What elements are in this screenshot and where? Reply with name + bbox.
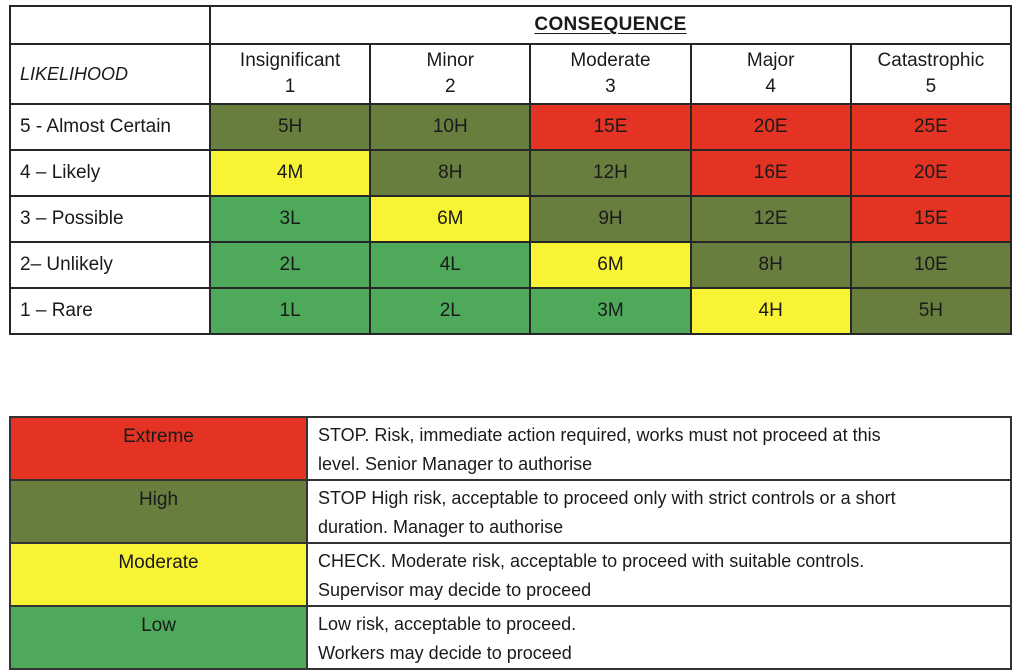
column-number: 2 bbox=[444, 76, 456, 97]
likelihood-row-almost-certain: 5 - Almost Certain 5H 10H 15E 20E 25E bbox=[9, 103, 1013, 151]
description-line: STOP High risk, acceptable to proceed on… bbox=[318, 488, 896, 508]
row-label: 3 – Possible bbox=[9, 195, 211, 243]
column-number: 4 bbox=[765, 76, 776, 97]
column-name: Minor bbox=[426, 50, 475, 71]
legend-row-low: Low Low risk, acceptable to proceed. Wor… bbox=[9, 605, 1012, 670]
legend-description-extreme: STOP. Risk, immediate action required, w… bbox=[306, 416, 1012, 481]
matrix-cell: 25E bbox=[849, 103, 1013, 151]
matrix-cell: 6M bbox=[369, 195, 532, 243]
matrix-cell: 10E bbox=[849, 241, 1013, 289]
corner-empty-cell bbox=[9, 5, 211, 45]
legend-row-moderate: Moderate CHECK. Moderate risk, acceptabl… bbox=[9, 542, 1012, 607]
description-line: STOP. Risk, immediate action required, w… bbox=[318, 425, 881, 445]
column-header-catastrophic: Catastrophic 5 bbox=[849, 43, 1013, 105]
column-number: 5 bbox=[925, 76, 937, 97]
matrix-cell: 15E bbox=[849, 195, 1013, 243]
legend-label-extreme: Extreme bbox=[9, 416, 308, 481]
column-header-minor: Minor 2 bbox=[369, 43, 532, 105]
row-label: 5 - Almost Certain bbox=[9, 103, 211, 151]
likelihood-row-rare: 1 – Rare 1L 2L 3M 4H 5H bbox=[9, 287, 1013, 335]
legend-label-low: Low bbox=[9, 605, 308, 670]
matrix-cell: 8H bbox=[689, 241, 852, 289]
matrix-cell: 5H bbox=[849, 287, 1013, 335]
legend-label-moderate: Moderate bbox=[9, 542, 308, 607]
matrix-cell: 16E bbox=[689, 149, 852, 197]
matrix-cell: 1L bbox=[208, 287, 372, 335]
matrix-cell: 8H bbox=[369, 149, 532, 197]
description-line: Low risk, acceptable to proceed. bbox=[318, 614, 577, 634]
matrix-cell: 4M bbox=[208, 149, 372, 197]
description-line: level. Senior Manager to authorise bbox=[318, 454, 593, 474]
matrix-cell: 12H bbox=[529, 149, 692, 197]
likelihood-header: LIKELIHOOD bbox=[9, 43, 211, 105]
column-header-insignificant: Insignificant 1 bbox=[208, 43, 372, 105]
description-line: Supervisor may decide to proceed bbox=[318, 580, 592, 600]
likelihood-row-unlikely: 2– Unlikely 2L 4L 6M 8H 10E bbox=[9, 241, 1013, 289]
consequence-levels-row: LIKELIHOOD Insignificant 1 Minor 2 Moder… bbox=[9, 43, 1013, 105]
description-line: CHECK. Moderate risk, acceptable to proc… bbox=[318, 551, 865, 571]
risk-level-legend-table: Extreme STOP. Risk, immediate action req… bbox=[9, 416, 1012, 670]
column-header-moderate: Moderate 3 bbox=[529, 43, 692, 105]
matrix-cell: 4L bbox=[369, 241, 532, 289]
column-header-major: Major 4 bbox=[689, 43, 852, 105]
column-number: 1 bbox=[284, 76, 296, 97]
legend-row-high: High STOP High risk, acceptable to proce… bbox=[9, 479, 1012, 544]
matrix-cell: 2L bbox=[369, 287, 532, 335]
matrix-cell: 6M bbox=[529, 241, 692, 289]
legend-description-low: Low risk, acceptable to proceed. Workers… bbox=[306, 605, 1012, 670]
matrix-cell: 10H bbox=[369, 103, 532, 151]
legend-description-high: STOP High risk, acceptable to proceed on… bbox=[306, 479, 1012, 544]
likelihood-row-likely: 4 – Likely 4M 8H 12H 16E 20E bbox=[9, 149, 1013, 197]
matrix-cell: 4H bbox=[689, 287, 852, 335]
likelihood-row-possible: 3 – Possible 3L 6M 9H 12E 15E bbox=[9, 195, 1013, 243]
matrix-cell: 3L bbox=[208, 195, 372, 243]
legend-row-extreme: Extreme STOP. Risk, immediate action req… bbox=[9, 416, 1012, 481]
legend-label-high: High bbox=[9, 479, 308, 544]
description-line: duration. Manager to authorise bbox=[318, 517, 564, 537]
matrix-cell: 5H bbox=[208, 103, 372, 151]
risk-matrix-table: CONSEQUENCE LIKELIHOOD Insignificant 1 M… bbox=[9, 5, 1013, 335]
column-name: Major bbox=[746, 50, 795, 71]
description-line: Workers may decide to proceed bbox=[318, 643, 572, 663]
column-name: Catastrophic bbox=[877, 50, 985, 71]
row-label: 1 – Rare bbox=[9, 287, 211, 335]
matrix-cell: 2L bbox=[208, 241, 372, 289]
matrix-cell: 15E bbox=[529, 103, 692, 151]
matrix-cell: 3M bbox=[529, 287, 692, 335]
column-name: Moderate bbox=[570, 50, 651, 71]
row-label: 4 – Likely bbox=[9, 149, 211, 197]
legend-description-moderate: CHECK. Moderate risk, acceptable to proc… bbox=[306, 542, 1012, 607]
matrix-cell: 20E bbox=[849, 149, 1013, 197]
matrix-cell: 20E bbox=[689, 103, 852, 151]
row-label: 2– Unlikely bbox=[9, 241, 211, 289]
column-number: 3 bbox=[605, 76, 616, 97]
consequence-row: CONSEQUENCE bbox=[9, 5, 1012, 45]
consequence-header-cell: CONSEQUENCE bbox=[209, 5, 1012, 45]
consequence-label: CONSEQUENCE bbox=[534, 14, 687, 35]
matrix-cell: 12E bbox=[689, 195, 852, 243]
matrix-cell: 9H bbox=[529, 195, 692, 243]
column-name: Insignificant bbox=[239, 50, 341, 71]
